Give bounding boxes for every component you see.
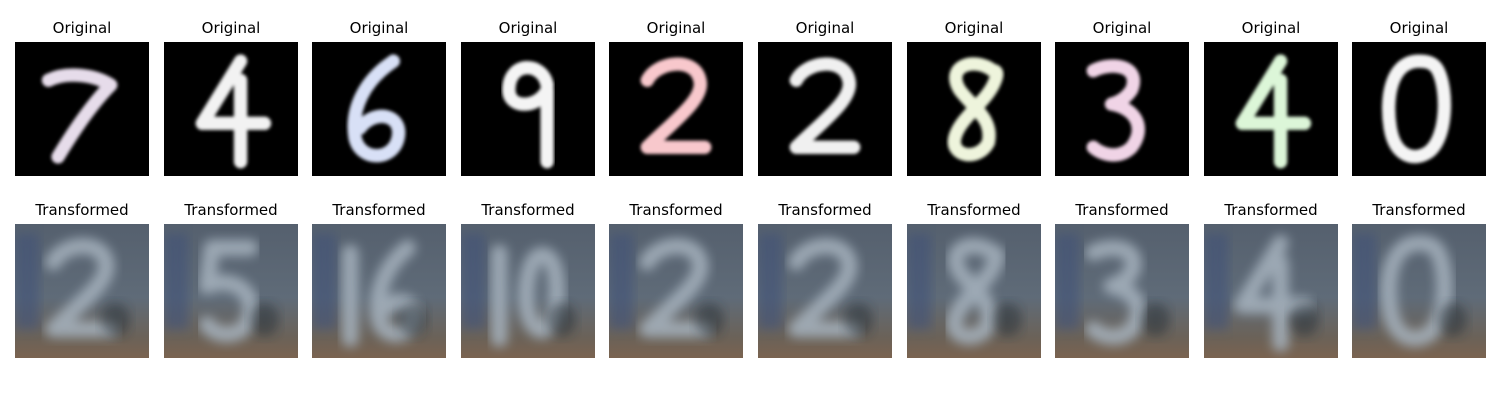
digit-stroke — [1380, 235, 1453, 347]
transformed-title: Transformed — [927, 201, 1021, 219]
original-digit-image — [312, 42, 446, 176]
digit-stroke — [195, 54, 272, 169]
original-title: Original — [795, 19, 855, 37]
original-title: Original — [1241, 19, 1301, 37]
transformed-digit-image — [15, 224, 149, 358]
original-title: Original — [52, 19, 112, 37]
transformed-digit-image — [312, 224, 446, 358]
transformed-title: Transformed — [1075, 201, 1169, 219]
original-title: Original — [646, 19, 706, 37]
transformed-title: Transformed — [184, 201, 278, 219]
digit-stroke — [347, 54, 406, 163]
digit-stroke — [789, 57, 861, 154]
transformed-digit-image — [758, 224, 892, 358]
digit-stroke — [1234, 235, 1313, 352]
digit-stroke — [1085, 239, 1147, 345]
transformed-title: Transformed — [35, 201, 129, 219]
transformed-digit-image — [1352, 224, 1486, 358]
digit-stroke — [1381, 54, 1452, 164]
digit-stroke — [41, 68, 118, 164]
transformed-title: Transformed — [1224, 201, 1318, 219]
original-digit-image — [758, 42, 892, 176]
digit-stroke — [1086, 59, 1145, 162]
original-digit-image — [609, 42, 743, 176]
transformed-title: Transformed — [1372, 201, 1466, 219]
digit-stroke — [639, 238, 713, 338]
digit-stroke — [640, 57, 712, 154]
transformed-title: Transformed — [481, 201, 575, 219]
transformed-digit-image — [461, 224, 595, 358]
transformed-title: Transformed — [332, 201, 426, 219]
transformed-digit-image — [1055, 224, 1189, 358]
transformed-digit-image — [164, 224, 298, 358]
original-digit-image — [907, 42, 1041, 176]
digit-stroke — [198, 239, 259, 343]
transformed-title: Transformed — [778, 201, 872, 219]
digit-stroke — [946, 237, 1005, 345]
original-title: Original — [1092, 19, 1152, 37]
digit-stroke — [947, 57, 1004, 162]
original-digit-image — [1352, 42, 1486, 176]
original-title: Original — [498, 19, 558, 37]
original-digit-image — [1204, 42, 1338, 176]
digit-stroke — [342, 239, 422, 347]
digit-stroke — [502, 61, 554, 169]
digit-stroke — [1235, 54, 1312, 169]
transformed-digit-image — [907, 224, 1041, 358]
original-digit-image — [1055, 42, 1189, 176]
original-digit-image — [461, 42, 595, 176]
transformed-digit-image — [609, 224, 743, 358]
original-title: Original — [1389, 19, 1449, 37]
original-title: Original — [349, 19, 409, 37]
original-title: Original — [944, 19, 1004, 37]
original-digit-image — [15, 42, 149, 176]
original-digit-image — [164, 42, 298, 176]
original-title: Original — [201, 19, 261, 37]
transformed-digit-image — [1204, 224, 1338, 358]
digit-stroke — [45, 238, 119, 338]
transformed-title: Transformed — [629, 201, 723, 219]
digit-stroke — [788, 238, 862, 338]
